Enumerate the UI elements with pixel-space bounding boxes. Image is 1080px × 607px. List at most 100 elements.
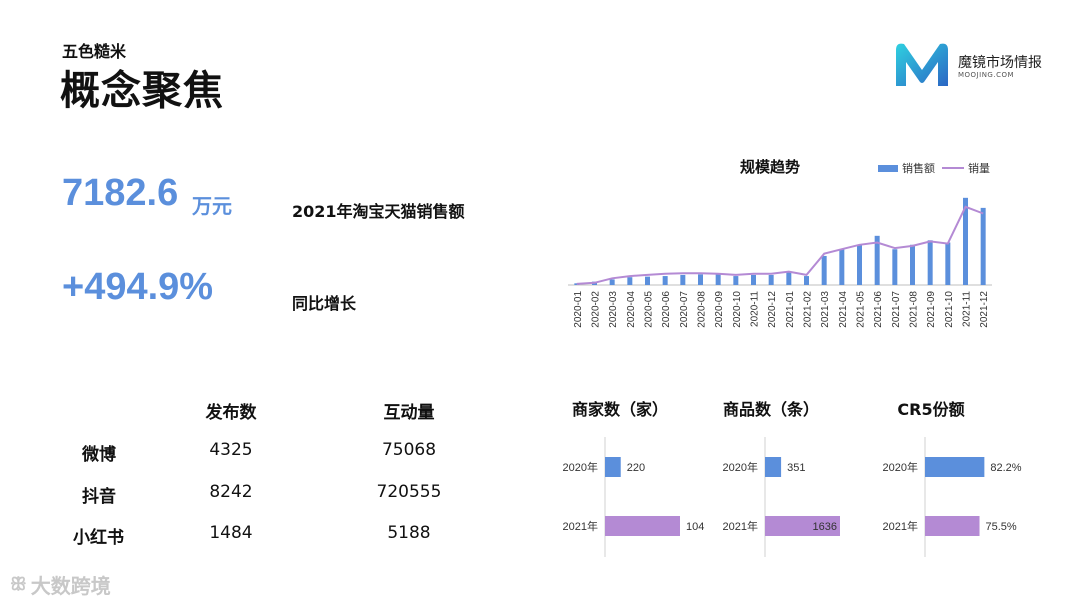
trend-chart: 2020-01 2020-02 2020-03 2020-04 2020-05 2020-… [568, 197, 992, 328]
header-interactions: 互动量 [383, 403, 435, 423]
sales-bar-2021-06 [874, 235, 880, 285]
sales-bar-2021-09 [927, 240, 933, 285]
platform-douyin: 抖音 [82, 487, 116, 507]
x-tick-label-2020-08: 2020-08 [697, 291, 708, 328]
x-tick-label-2021-11: 2021-11 [962, 291, 973, 327]
mini-bar-2021年 [925, 516, 980, 536]
x-tick-label-2021-01: 2021-01 [785, 291, 796, 328]
sales-bar-2020-09 [715, 274, 721, 285]
growth-value: +494.9% [62, 266, 214, 308]
douyin-interactions: 720555 [376, 482, 442, 502]
watermark-text: 大数跨境 [30, 574, 111, 598]
page-subtitle: 五色糙米 [62, 42, 127, 61]
platform-weibo: 微博 [82, 445, 116, 465]
legend-bar-swatch [878, 164, 898, 172]
x-tick-label-2020-02: 2020-02 [591, 291, 602, 328]
mini-value-label-2021年: 1636 [813, 521, 837, 533]
sales-bar-2021-02 [804, 276, 809, 285]
mini-value-label-2020年: 82.2% [990, 462, 1021, 474]
mini-value-label-2020年: 351 [787, 462, 805, 474]
x-tick-label-2020-09: 2020-09 [714, 291, 725, 328]
mini-value-label-2020年: 220 [627, 462, 645, 474]
mini-value-label-2021年: 75.5% [986, 521, 1017, 533]
weibo-interactions: 75068 [381, 440, 437, 460]
x-tick-label-2020-10: 2020-10 [732, 291, 743, 328]
x-tick-label-2021-07: 2021-07 [891, 291, 902, 328]
page-title: 概念聚焦 [60, 68, 224, 114]
x-tick-label-2020-04: 2020-04 [626, 291, 637, 328]
sales-bar-2020-05 [645, 276, 650, 285]
sales-bar-2020-08 [698, 274, 703, 285]
sales-bar-2021-01 [786, 271, 792, 285]
cr5-chart-title: CR5份额 [897, 400, 965, 419]
growth-description: 同比增长 [292, 294, 357, 313]
sales-bar-2021-10 [945, 242, 951, 285]
sales-bar-2020-04 [627, 277, 633, 285]
mini-bar-2020年 [925, 457, 985, 477]
legend-sales-label: 销售额 [902, 162, 935, 175]
x-tick-label-2021-09: 2021-09 [926, 291, 937, 328]
sales-unit: 万元 [192, 194, 232, 218]
legend-line-swatch [942, 167, 964, 169]
mini-bar-2021年 [605, 516, 680, 536]
x-tick-label-2020-03: 2020-03 [608, 291, 619, 328]
mini-category-2021年: 2021年 [723, 519, 758, 533]
sales-description: 2021年淘宝天猫销售额 [292, 202, 465, 221]
cr5-chart: 2020年 82.2% 2021年 75.5% [883, 437, 1022, 557]
sales-bar-2020-11 [751, 274, 756, 285]
sales-bar-2020-07 [680, 274, 686, 285]
merchants-chart: 2020年 220 2021年 1049 [563, 437, 705, 557]
logo-url: MOOJING.COM [958, 71, 1015, 79]
sales-bar-2021-05 [857, 244, 862, 285]
x-tick-label-2020-07: 2020-07 [679, 291, 690, 328]
sales-bar-2021-07 [892, 249, 898, 285]
x-tick-label-2021-06: 2021-06 [873, 291, 884, 328]
x-tick-label-2021-02: 2021-02 [803, 291, 814, 328]
x-tick-label-2020-12: 2020-12 [767, 291, 778, 328]
header-posts: 发布数 [205, 403, 257, 423]
mini-category-2021年: 2021年 [883, 519, 918, 533]
douyin-posts: 8242 [209, 482, 253, 502]
sales-bar-2020-03 [609, 279, 615, 285]
sales-bar-2020-06 [662, 276, 668, 285]
mini-bar-2021年 [765, 516, 840, 536]
logo-name: 魔镜市场情报 [958, 55, 1042, 71]
x-tick-label-2020-11: 2020-11 [750, 291, 761, 327]
mini-category-2021年: 2021年 [563, 519, 598, 533]
volume-line [576, 205, 984, 285]
moojing-logo-icon [896, 43, 948, 86]
x-tick-label-2021-04: 2021-04 [838, 291, 849, 328]
legend-sales: 销售额 [878, 160, 935, 176]
legend-volume-label: 销量 [968, 162, 990, 175]
merchants-chart-title: 商家数（家） [571, 400, 668, 419]
watermark: ꕥ 大数跨境 [10, 570, 111, 599]
xiaohongshu-posts: 1484 [209, 523, 253, 543]
sales-bar-2021-04 [839, 249, 845, 285]
x-tick-label-2021-05: 2021-05 [856, 291, 867, 328]
sales-bar-2021-12 [980, 207, 986, 285]
sales-value: 7182.6 [62, 172, 179, 214]
mini-category-2020年: 2020年 [883, 460, 918, 474]
weibo-posts: 4325 [209, 440, 253, 460]
xiaohongshu-interactions: 5188 [387, 523, 431, 543]
brand-logo: 魔镜市场情报 MOOJING.COM [892, 40, 1062, 92]
x-tick-label-2021-10: 2021-10 [944, 291, 955, 328]
products-chart: 2020年 351 2021年 1636 [723, 437, 840, 557]
mini-value-label-2021年: 1049 [686, 521, 705, 533]
platform-xiaohongshu: 小红书 [73, 528, 124, 548]
mini-category-2020年: 2020年 [563, 460, 598, 474]
legend-volume: 销量 [942, 160, 990, 176]
mini-bar-2020年 [765, 457, 782, 477]
mini-category-2020年: 2020年 [723, 460, 758, 474]
sales-bar-2020-12 [768, 274, 774, 285]
products-chart-title: 商品数（条） [722, 400, 819, 419]
sales-bar-2021-08 [910, 244, 915, 285]
x-tick-label-2020-05: 2020-05 [644, 291, 655, 328]
trend-chart-title: 规模趋势 [740, 158, 801, 176]
x-tick-label-2021-08: 2021-08 [909, 291, 920, 328]
sales-bar-2021-03 [821, 255, 827, 285]
x-tick-label-2020-01: 2020-01 [573, 291, 584, 328]
x-tick-label-2020-06: 2020-06 [661, 291, 672, 328]
sales-bar-2020-10 [733, 276, 739, 285]
x-tick-label-2021-12: 2021-12 [979, 291, 990, 328]
